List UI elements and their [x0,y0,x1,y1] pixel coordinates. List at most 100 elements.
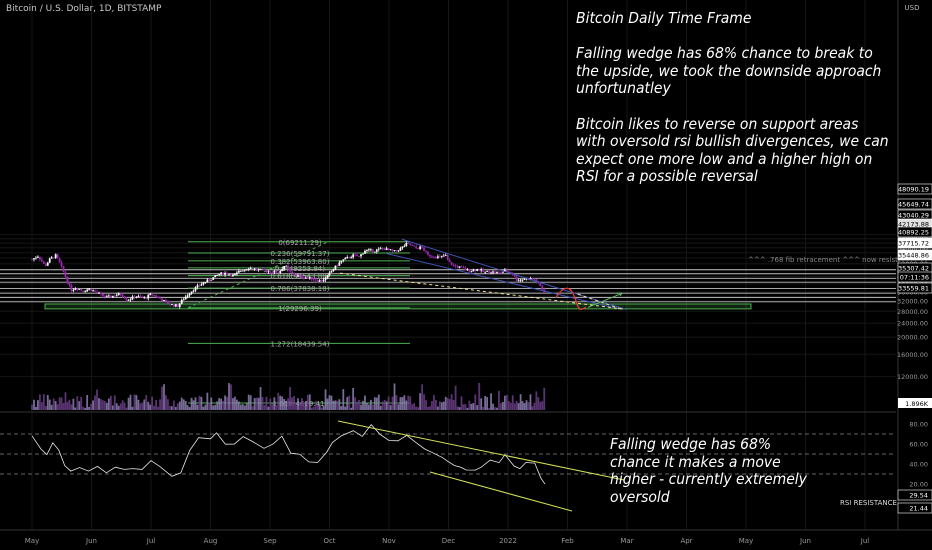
candle-body [509,271,512,273]
candle-body [228,274,230,276]
candle-body [304,277,307,279]
volume-bar [287,398,290,410]
candle-body [31,259,33,261]
volume-bar [403,395,406,410]
time-tick-label: Nov [382,537,396,545]
candle-body [119,293,122,295]
candle-body [336,265,339,267]
volume-bar [427,406,429,410]
candle-body [326,275,329,278]
volume-bar [206,392,209,410]
target-dashed-line [577,293,623,310]
candle-body [454,265,457,267]
volume-bar [42,394,45,410]
candle-body [214,275,217,278]
volume-bar [277,392,280,410]
volume-bar [291,397,293,410]
volume-bar [251,406,254,410]
candle-body [308,276,311,278]
volume-bar [302,402,305,410]
rsi-channel-lower [429,471,573,512]
candle-body [505,269,508,272]
volume-bar [395,395,398,410]
candle-body [121,294,124,297]
candle-body [470,271,473,273]
candle-body [291,271,293,274]
volume-bar [198,395,201,410]
candle-body [251,267,254,270]
candle-body [145,297,148,299]
volume-bar [377,394,380,410]
volume-bar [539,401,542,410]
candle-body [90,288,93,291]
volume-bar [322,405,325,410]
volume-bar [310,407,313,410]
volume-bar [245,403,248,410]
candle-body [346,257,349,259]
candle-body [196,285,199,288]
price-tick-label: 16000.00 [897,351,928,359]
candle-body [253,268,256,270]
candle-body [440,255,443,257]
candle-body [137,296,140,297]
volume-bar [389,405,392,410]
candle-body [206,279,209,283]
candle-body [442,255,445,257]
candle-body [285,265,288,267]
candle-body [533,279,536,281]
volume-bar [249,395,252,410]
volume-bar [496,407,498,410]
volume-bar [446,397,449,410]
candle-body [413,245,416,247]
volume-bar [169,405,171,410]
volume-bar [515,400,518,410]
candle-body [517,280,520,282]
candle-body [507,271,510,273]
candle-body [109,295,112,298]
volume-bar [232,398,234,410]
volume-bar [127,397,130,410]
candle-body [133,296,136,299]
candle-body [338,262,341,266]
volume-bar [364,395,366,410]
price-tag-label: 42173.88 [898,220,929,228]
candle-body [348,257,351,258]
volume-bar [452,399,455,410]
volume-bar [488,407,490,410]
candle-body [52,257,55,259]
volume-bar [72,398,75,410]
volume-bar [159,399,161,410]
price-tag-label: 35448.86 [898,251,929,259]
volume-bar [90,403,93,410]
volume-bar [202,406,205,410]
candle-body [377,248,380,250]
rsi-note: Falling wedge has 68% chance it makes a … [610,435,807,506]
volume-bar [511,395,514,410]
volume-bar [113,395,116,410]
candle-body [163,300,165,301]
candle-body [111,295,114,298]
candle-body [143,297,146,299]
time-tick-label: Jul [146,537,156,545]
candle-body [429,254,431,257]
candle-body [464,268,467,271]
volume-bar [454,385,457,410]
price-lines [0,269,896,303]
volume-bar [527,402,530,410]
volume-bar [98,398,100,410]
volume-bar [133,394,136,410]
volume-bar [371,404,374,410]
volume-bar [417,407,420,410]
volume-bar [498,390,500,410]
volume-bar [312,406,315,410]
candle-body [255,268,258,270]
volume-bar [237,401,240,410]
candle-body [539,282,542,287]
volume-bar [472,403,475,410]
volume-bar [328,395,331,410]
volume-bar [172,400,175,410]
volume-bar [234,396,236,410]
volume-bar [308,394,311,410]
price-tag [897,282,932,294]
